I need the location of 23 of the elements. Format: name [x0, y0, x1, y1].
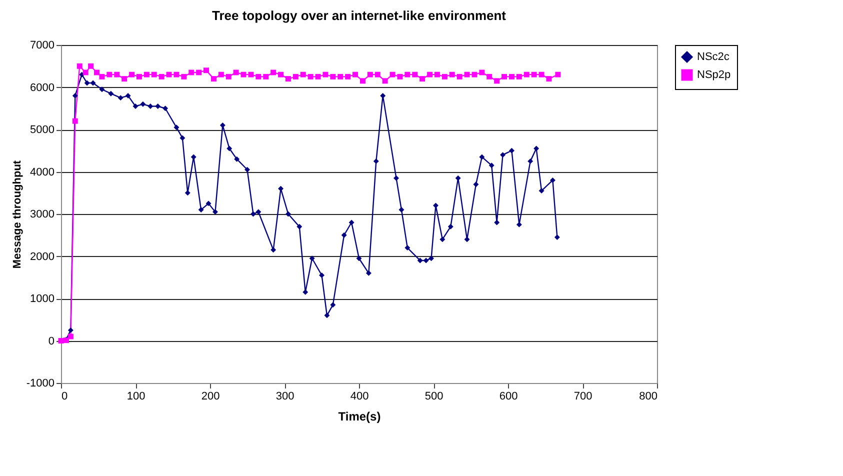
y-tick-label: -1000: [26, 378, 54, 390]
y-tick-label: 7000: [30, 40, 54, 52]
x-tick-label: 300: [276, 390, 294, 402]
y-tick-label: 6000: [30, 82, 54, 94]
x-tick-label: 100: [126, 390, 146, 402]
y-tick-label: 5000: [30, 124, 54, 136]
y-tick-label: 4000: [30, 166, 54, 178]
y-tick-label: 2000: [30, 250, 54, 263]
x-tick-label: 800: [639, 390, 658, 402]
x-tick-label: 400: [350, 390, 369, 402]
chart-title: Tree topology over an internet-like environment: [212, 8, 507, 23]
x-tick-label: 700: [574, 390, 592, 402]
x-tick-label: 600: [499, 390, 518, 402]
x-tick-label: 0: [62, 390, 68, 402]
x-axis-title: Time(s): [338, 410, 381, 424]
x-tick-label: 200: [201, 390, 220, 402]
y-tick-label: 0: [48, 335, 54, 348]
legend-label: NSc2c: [697, 51, 730, 63]
y-tick-label: 3000: [30, 208, 54, 220]
x-tick-label: 500: [424, 390, 444, 402]
y-tick-label: 1000: [30, 293, 54, 305]
y-axis-title: Message throughput: [11, 160, 24, 269]
legend-label: NSp2p: [697, 69, 731, 81]
